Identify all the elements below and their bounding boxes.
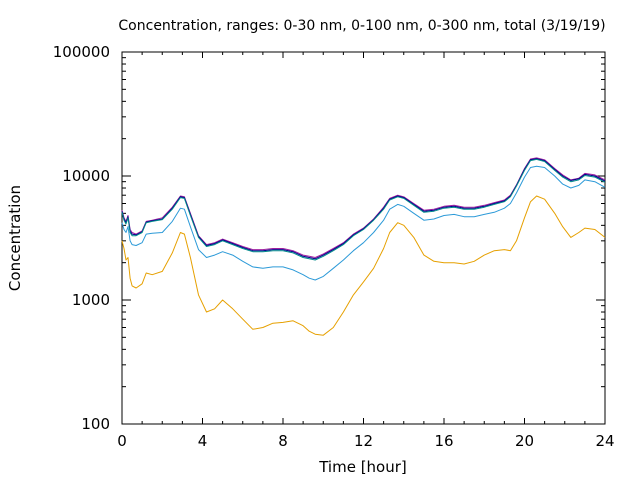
x-tick-label: 12 bbox=[354, 432, 373, 450]
chart-title: Concentration, ranges: 0-30 nm, 0-100 nm… bbox=[118, 18, 605, 34]
x-tick-label: 0 bbox=[117, 432, 127, 450]
series-line-2 bbox=[121, 158, 606, 260]
series-line-4 bbox=[121, 165, 606, 281]
x-tick-label: 20 bbox=[515, 432, 534, 450]
x-tick-label: 8 bbox=[278, 432, 288, 450]
x-tick-label: 24 bbox=[595, 432, 614, 450]
y-tick-label: 10000 bbox=[62, 167, 110, 185]
y-tick-label: 100 bbox=[81, 415, 110, 433]
series-group bbox=[121, 157, 606, 336]
y-tick-label: 100000 bbox=[53, 43, 110, 61]
x-tick-label: 4 bbox=[198, 432, 208, 450]
y-axis-label: Concentration bbox=[6, 185, 24, 291]
x-axis-label: Time [hour] bbox=[318, 458, 407, 476]
series-line-5 bbox=[121, 195, 606, 336]
series-line-3 bbox=[121, 158, 606, 261]
ticks-group: 0 4 8 12 16 20 24 100 1000 10000 100000 bbox=[53, 43, 615, 450]
y-tick-label: 1000 bbox=[72, 291, 110, 309]
x-tick-label: 16 bbox=[434, 432, 453, 450]
